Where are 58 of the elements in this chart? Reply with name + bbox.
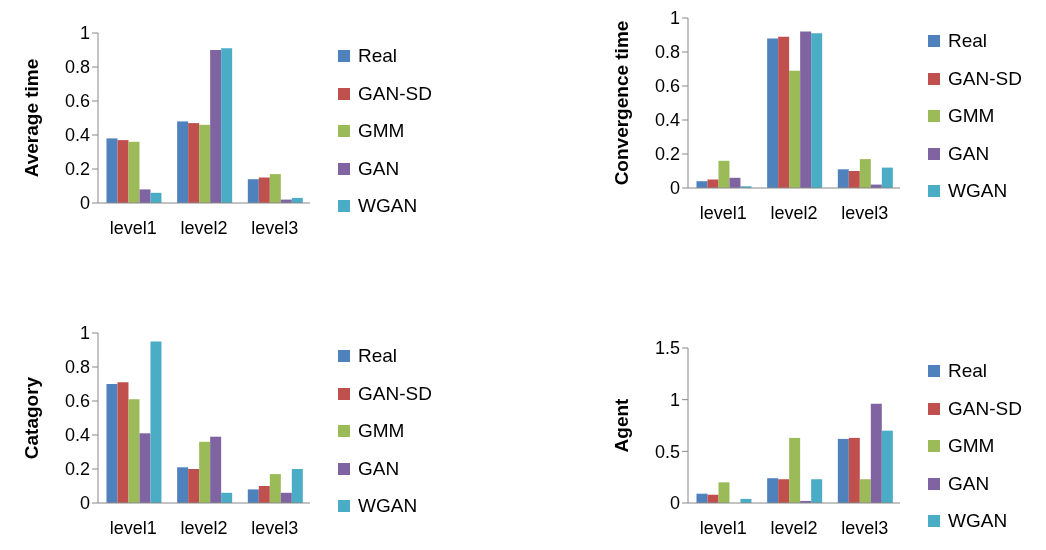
- legend-label: GAN-SD: [357, 82, 432, 105]
- x-tick-label: level3: [251, 217, 299, 238]
- legend-label: GMM: [947, 435, 996, 457]
- y-tick-label: 0.6: [654, 76, 680, 97]
- x-tick-label: level2: [180, 217, 228, 238]
- y-tick-label: 1: [79, 323, 90, 344]
- x-tick-label: level3: [841, 202, 889, 223]
- y-tick-label: 0: [669, 493, 680, 514]
- y-tick-label: 0.8: [654, 42, 680, 63]
- legend-label: GAN-SD: [357, 382, 432, 405]
- y-tick-label: 0.2: [64, 459, 90, 480]
- legend-label: Real: [947, 30, 989, 52]
- y-tick-label: 0.6: [64, 391, 90, 412]
- legend-label: GAN: [357, 157, 401, 180]
- y-tick-label: 0.4: [654, 110, 680, 131]
- legend-label: WGAN: [357, 195, 419, 217]
- x-tick-label: level2: [770, 202, 818, 223]
- legend-label: Real: [947, 360, 989, 382]
- x-tick-label: level1: [699, 202, 747, 223]
- y-tick-label: 0.4: [64, 125, 90, 146]
- y-tick-label: 0.5: [654, 441, 680, 462]
- legend-label: GAN: [947, 472, 991, 495]
- y-tick-label: 1: [669, 390, 680, 411]
- x-tick-label: level3: [841, 517, 889, 538]
- y-axis-title: Average time: [20, 58, 42, 178]
- y-tick-label: 0: [669, 178, 680, 199]
- x-tick-label: level2: [770, 517, 818, 538]
- legend-label: WGAN: [947, 180, 1009, 202]
- y-axis-title: Convergence time: [610, 20, 632, 186]
- legend-label: GAN: [947, 142, 991, 165]
- legend-label: GMM: [357, 120, 406, 142]
- y-tick-label: 0.2: [64, 159, 90, 180]
- x-tick-label: level1: [109, 517, 157, 538]
- legend-label: GAN-SD: [947, 67, 1022, 90]
- legend-label: GMM: [357, 420, 406, 442]
- legend-label: GAN-SD: [947, 397, 1022, 420]
- legend-label: GAN: [357, 457, 401, 480]
- y-tick-label: 1.5: [654, 338, 680, 359]
- y-tick-label: 0.6: [64, 91, 90, 112]
- legend-label: WGAN: [357, 495, 419, 517]
- y-tick-label: 0.8: [64, 357, 90, 378]
- y-tick-label: 0.8: [64, 57, 90, 78]
- x-tick-label: level3: [251, 517, 299, 538]
- y-tick-label: 1: [669, 8, 680, 29]
- x-tick-label: level1: [699, 517, 747, 538]
- x-tick-label: level1: [109, 217, 157, 238]
- legend-label: Real: [357, 345, 399, 367]
- y-tick-label: 0.2: [654, 144, 680, 165]
- y-tick-label: 0: [79, 193, 90, 214]
- y-axis-title: Agent: [610, 397, 632, 453]
- legend-label: WGAN: [947, 510, 1009, 532]
- y-tick-label: 1: [79, 23, 90, 44]
- legend-label: Real: [357, 45, 399, 67]
- y-tick-label: 0: [79, 493, 90, 514]
- x-tick-label: level2: [180, 517, 228, 538]
- legend-label: GMM: [947, 105, 996, 127]
- y-tick-label: 0.4: [64, 425, 90, 446]
- y-axis-title: Catagory: [20, 376, 42, 460]
